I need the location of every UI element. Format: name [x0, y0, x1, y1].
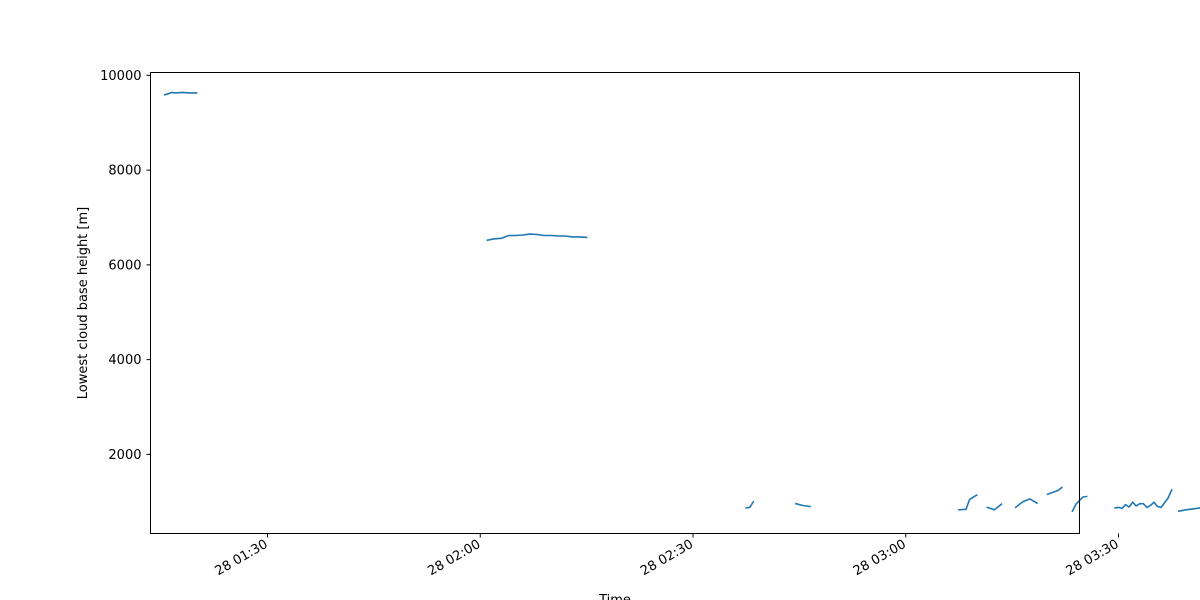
plot-area-frame — [150, 72, 1080, 534]
series-line-segment — [958, 494, 978, 511]
y-axis-label: Lowest cloud base height [m] — [76, 207, 91, 399]
series-line-segment — [163, 91, 198, 96]
x-tick-label: 28 03:00 — [851, 537, 909, 579]
x-tick-label: 28 03:30 — [1064, 537, 1122, 579]
series-lines — [163, 91, 1200, 513]
y-tick-label: 4000 — [108, 353, 141, 368]
x-axis: 28 01:30 28 02:00 28 02:30 28 03:00 28 03:30… — [213, 533, 1122, 579]
series-line-segment — [486, 233, 588, 242]
series-line-segment — [1046, 486, 1063, 496]
series-line-segment — [794, 502, 811, 508]
y-tick-label: 10000 — [100, 69, 141, 84]
series-line-segment — [1177, 507, 1200, 513]
y-tick-label: 2000 — [108, 448, 141, 463]
x-tick-label: 28 01:30 — [213, 537, 271, 579]
x-axis-label: Time — [598, 593, 631, 600]
series-line-segment — [745, 500, 755, 509]
series-line-segment — [1014, 498, 1039, 509]
series-line-segment — [986, 502, 1003, 511]
x-tick-label: 28 02:00 — [425, 537, 483, 579]
y-axis: 2000 4000 6000 8000 10000 — [100, 69, 151, 463]
x-tick-label: 28 02:30 — [638, 537, 696, 579]
y-tick-label: 6000 — [108, 258, 141, 273]
y-tick-label: 8000 — [108, 164, 141, 179]
series-line-segment — [1114, 488, 1173, 510]
